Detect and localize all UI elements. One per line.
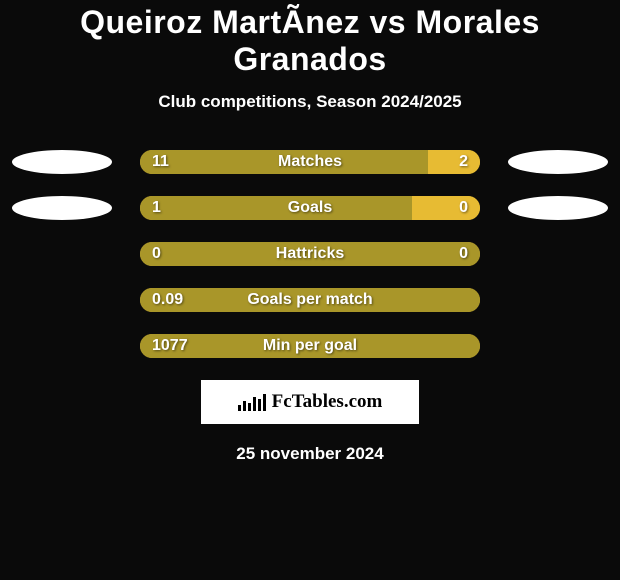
value-player2: 0 <box>459 199 468 217</box>
value-player1: 0 <box>152 245 161 263</box>
comparison-bar: 1 Goals 0 <box>140 196 480 220</box>
brand-text: FcTables.com <box>272 391 383 413</box>
player1-avatar <box>12 150 112 174</box>
value-player1: 1 <box>152 199 161 217</box>
page-title: Queiroz MartÃ­nez vs Morales Granados <box>0 4 620 78</box>
comparison-container: Queiroz MartÃ­nez vs Morales Granados Cl… <box>0 0 620 464</box>
value-player2: 0 <box>459 245 468 263</box>
metric-label: Hattricks <box>276 245 344 263</box>
bar-segment-player2 <box>412 196 480 220</box>
metric-row: 0.09 Goals per match <box>0 288 620 312</box>
metrics-list: 11 Matches 2 1 Goals 0 0 Hattricks 0 0.09 Goals pe… <box>0 150 620 358</box>
metric-label: Min per goal <box>263 337 357 355</box>
metric-label: Goals <box>288 199 332 217</box>
metric-row: 1 Goals 0 <box>0 196 620 220</box>
value-player1: 1077 <box>152 337 188 355</box>
footer-date: 25 november 2024 <box>0 444 620 464</box>
bar-segment-player1 <box>140 196 412 220</box>
comparison-bar: 0.09 Goals per match <box>140 288 480 312</box>
comparison-bar: 11 Matches 2 <box>140 150 480 174</box>
player2-avatar <box>508 150 608 174</box>
comparison-bar: 1077 Min per goal <box>140 334 480 358</box>
value-player2: 2 <box>459 153 468 171</box>
brand-chart-icon <box>238 394 266 411</box>
value-player1: 11 <box>152 153 169 171</box>
metric-row: 1077 Min per goal <box>0 334 620 358</box>
comparison-bar: 0 Hattricks 0 <box>140 242 480 266</box>
metric-row: 0 Hattricks 0 <box>0 242 620 266</box>
value-player1: 0.09 <box>152 291 183 309</box>
player2-avatar <box>508 196 608 220</box>
brand-badge: FcTables.com <box>201 380 419 424</box>
metric-label: Matches <box>278 153 342 171</box>
bar-segment-player2 <box>428 150 480 174</box>
metric-label: Goals per match <box>247 291 372 309</box>
metric-row: 11 Matches 2 <box>0 150 620 174</box>
subtitle: Club competitions, Season 2024/2025 <box>0 92 620 112</box>
player1-avatar <box>12 196 112 220</box>
